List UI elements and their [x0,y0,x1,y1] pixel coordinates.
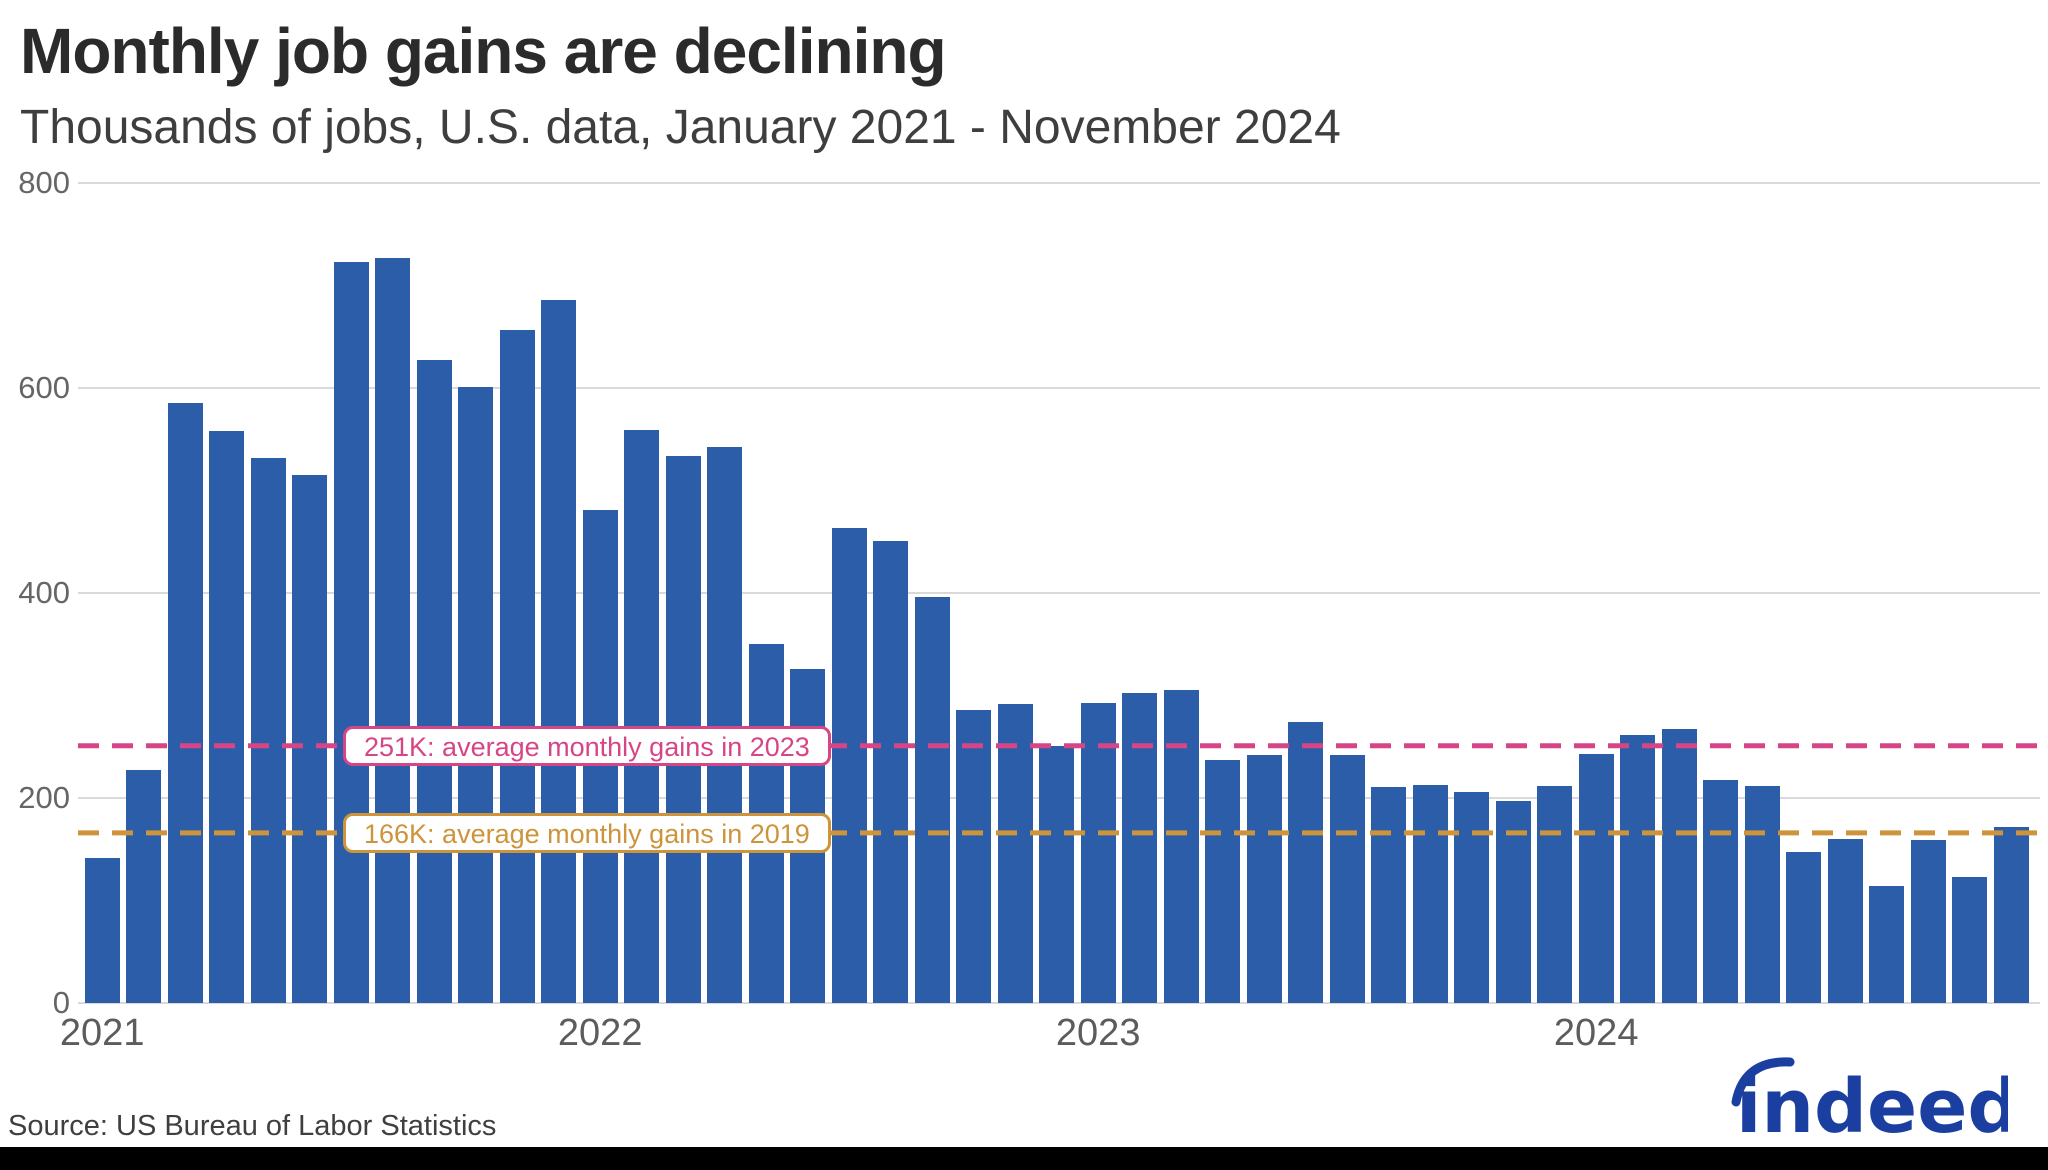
bar-aug-2024 [1869,886,1905,1003]
y-tick-label: 200 [18,780,70,815]
gridline [78,182,2040,184]
footer-bar [0,1147,2048,1170]
bar-dec-2023 [1537,785,1573,1003]
bar-jan-2023 [1080,702,1116,1003]
bar-oct-2022 [956,709,992,1003]
bar-jun-2023 [1288,722,1324,1003]
gridline [78,592,2040,594]
bar-nov-2022 [997,703,1033,1003]
bar-jul-2023 [1329,754,1365,1003]
chart-title: Monthly job gains are declining [20,15,947,87]
year-label-2024: 2024 [1553,1012,1639,1054]
bar-jun-2021 [292,475,328,1003]
bar-jun-2024 [1786,852,1822,1003]
bar-jan-2024 [1578,753,1614,1003]
bar-may-2024 [1744,785,1780,1003]
bar-mar-2021 [167,403,203,1003]
bar-oct-2021 [458,386,494,1003]
bar-aug-2023 [1371,786,1407,1003]
bar-mar-2023 [1163,690,1199,1003]
gridline [78,1002,2040,1004]
bar-dec-2022 [1039,745,1075,1003]
ref-label-2019-average: 166K: average monthly gains in 2019 [343,812,831,853]
bar-may-2023 [1246,754,1282,1003]
chart-subtitle: Thousands of jobs, U.S. data, January 20… [20,101,1341,154]
bar-feb-2021 [126,770,162,1003]
bar-may-2021 [250,457,286,1003]
bar-apr-2024 [1703,779,1739,1003]
source-note: Source: US Bureau of Labor Statistics [8,1110,497,1142]
y-tick-label: 600 [18,370,70,405]
y-tick-label: 0 [52,985,70,1020]
bar-aug-2021 [375,257,411,1003]
year-label-2022: 2022 [557,1012,643,1054]
ref-label-2023-average: 251K: average monthly gains in 2023 [343,725,831,766]
bar-jul-2021 [333,261,369,1003]
bar-jul-2024 [1827,839,1863,1003]
bar-nov-2021 [499,329,535,1003]
bar-sep-2022 [914,597,950,1003]
y-tick-label: 800 [18,165,70,200]
bar-apr-2021 [209,431,245,1003]
bar-feb-2024 [1620,735,1656,1003]
bar-aug-2022 [873,540,909,1003]
year-label-2021: 2021 [59,1012,145,1054]
bar-jan-2021 [84,858,120,1003]
bar-oct-2023 [1454,791,1490,1003]
y-tick-label: 400 [18,575,70,610]
bar-sep-2024 [1910,840,1946,1003]
bar-oct-2024 [1952,876,1988,1003]
bar-dec-2021 [541,299,577,1003]
bar-nov-2024 [1993,826,2029,1003]
bar-apr-2022 [707,447,743,1003]
gridline [78,387,2040,389]
bar-sep-2021 [416,360,452,1003]
bar-jul-2022 [831,528,867,1003]
svg-text:indeed: indeed [1736,1064,2008,1148]
year-label-2023: 2023 [1055,1012,1141,1054]
bar-sep-2023 [1412,784,1448,1003]
logo-swoosh-arc [1731,1057,1795,1107]
bar-feb-2022 [624,430,660,1003]
indeed-logo: indeed [1731,1057,2008,1148]
bar-mar-2024 [1661,729,1697,1003]
bar-apr-2023 [1205,760,1241,1003]
